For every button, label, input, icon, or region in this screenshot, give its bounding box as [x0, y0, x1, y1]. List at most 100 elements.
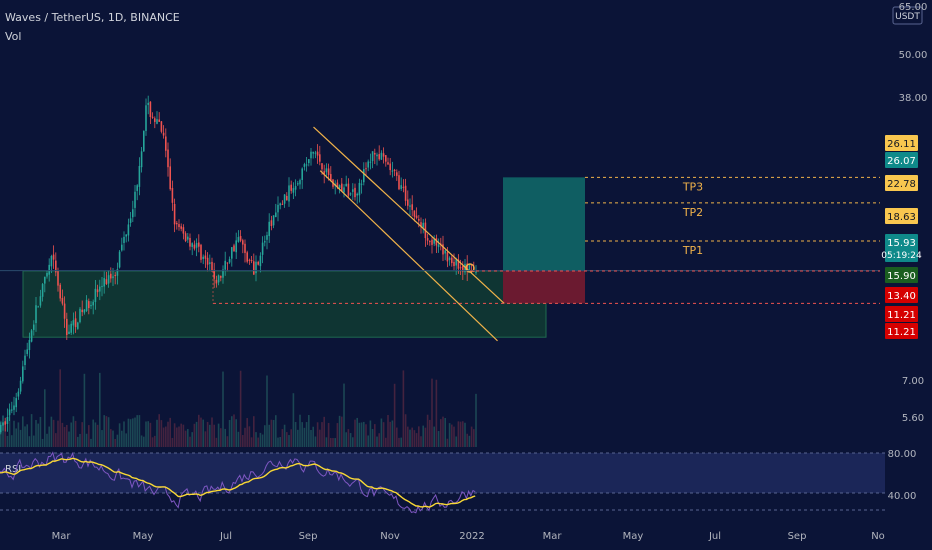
volume-bar: [270, 419, 273, 447]
volume-bar: [228, 419, 231, 447]
volume-bar: [202, 419, 204, 447]
candle-body: [11, 409, 13, 411]
volume-bar: [435, 379, 438, 447]
volume-bar: [154, 435, 156, 447]
candle-body: [453, 261, 455, 267]
last-price-tag-timer: 05:19:24: [881, 251, 922, 261]
candle-body: [459, 267, 462, 269]
volume-bar: [145, 421, 147, 447]
rsi-line: [0, 451, 476, 514]
candle-body: [44, 276, 46, 284]
volume-bar: [288, 435, 290, 447]
volume-bar: [393, 383, 396, 447]
candle-body: [301, 168, 303, 180]
volume-bar: [237, 431, 240, 447]
volume-bar: [85, 433, 88, 447]
tp3-tag-box: [885, 152, 918, 168]
candle-body: [429, 241, 431, 243]
volume-bar: [470, 426, 473, 447]
candle-body: [162, 132, 165, 136]
candle-body: [206, 257, 209, 265]
x-tick-label: Jul: [708, 531, 721, 542]
time-axis: Mar May Jul Sep Nov 2022 Mar May Jul Sep No: [52, 531, 885, 542]
volume-bar: [319, 429, 321, 447]
volume-bar: [92, 419, 94, 447]
volume-bar: [457, 421, 460, 447]
tp1-tag-box: [885, 208, 918, 224]
candle-body: [396, 172, 398, 176]
volume-bar: [105, 416, 108, 447]
profit-zone: [503, 177, 585, 271]
volume-bar: [268, 424, 270, 447]
volume-bar: [369, 420, 372, 447]
candle-body: [68, 331, 70, 335]
candle-body: [360, 183, 363, 185]
candle-body: [145, 105, 147, 131]
volume-bar: [77, 436, 79, 447]
volume-bar: [244, 427, 246, 447]
volume-bar: [204, 431, 207, 447]
candle-body: [363, 169, 365, 183]
volume-bar: [246, 418, 248, 447]
volume-bar: [387, 415, 389, 447]
candle-body: [349, 193, 352, 195]
volume-bar: [292, 393, 295, 447]
volume-bar: [222, 371, 224, 447]
volume-bar: [231, 416, 233, 447]
volume-bar: [17, 422, 20, 447]
candle-body: [202, 256, 204, 259]
volume-bar: [48, 426, 50, 447]
candle-body: [431, 239, 433, 245]
volume-bar: [33, 435, 35, 447]
volume-bar: [118, 423, 121, 447]
volume-bar: [160, 420, 163, 447]
candle-body: [314, 152, 317, 154]
candle-body: [2, 422, 4, 426]
volume-bar: [193, 423, 196, 447]
candle-body: [222, 269, 224, 278]
candle-body: [330, 174, 332, 182]
volume-bar: [459, 421, 462, 447]
volume-bar: [63, 426, 66, 447]
candle-body: [237, 237, 240, 242]
volume-bar: [407, 426, 409, 447]
candle-body: [246, 252, 248, 262]
candle-body: [178, 224, 180, 228]
volume-bar: [178, 426, 180, 447]
candle-body: [59, 284, 61, 299]
volume-bar: [349, 433, 352, 447]
volume-bar: [169, 417, 171, 447]
volume-bar: [44, 389, 46, 447]
volume-bar: [468, 435, 471, 447]
volume-bar: [398, 437, 400, 447]
volume-bar: [400, 437, 402, 447]
volume-bar: [422, 425, 424, 447]
volume-bar: [281, 429, 284, 447]
candle-body: [110, 273, 112, 279]
volume-bar: [132, 418, 134, 447]
volume-bar: [151, 437, 154, 447]
volume-bar: [59, 369, 61, 447]
candle-body: [286, 195, 288, 201]
volume-bar: [114, 438, 116, 447]
candle-body: [270, 220, 273, 227]
rsi-panel: RSI: [0, 451, 885, 514]
volume-bar: [283, 424, 286, 447]
volume-bar: [180, 423, 182, 447]
volume-bar: [314, 436, 317, 447]
candle-body: [19, 380, 22, 392]
target-label: TP1: [682, 244, 703, 257]
target-label: TP3: [682, 180, 703, 193]
candle-body: [17, 391, 20, 397]
volume-bar: [52, 419, 55, 447]
last-price-tag: 15.93: [887, 238, 916, 249]
candle-body: [294, 186, 297, 190]
candle-body: [8, 409, 11, 416]
candle-body: [422, 222, 424, 228]
volume-bar: [176, 427, 178, 447]
volume-bar: [312, 426, 314, 447]
volume-bar: [338, 415, 341, 447]
candle-body: [255, 261, 257, 274]
volume-bar: [297, 429, 299, 447]
